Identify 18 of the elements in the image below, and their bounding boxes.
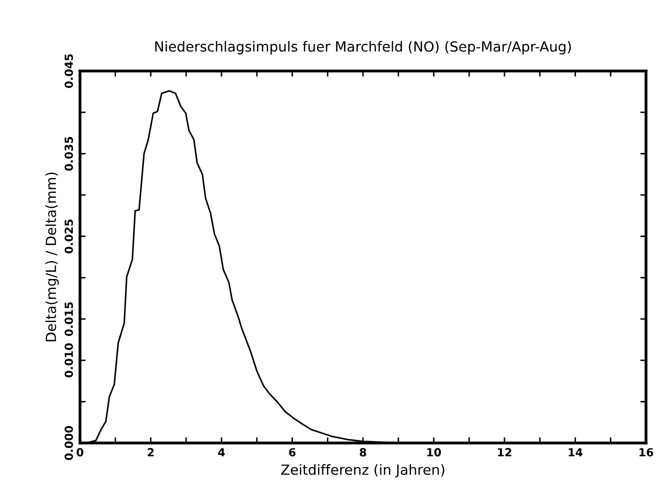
x-tick-label: 6 bbox=[289, 448, 296, 456]
x-tick-label: 4 bbox=[218, 448, 225, 456]
x-tick-label: 14 bbox=[568, 448, 582, 456]
y-axis-title: Delta(mg/L) / Delta(mm) bbox=[45, 172, 59, 342]
x-tick-label: 16 bbox=[640, 448, 654, 456]
y-tick-label: 0.035 bbox=[64, 136, 73, 171]
y-tick-label: 0.025 bbox=[64, 220, 73, 254]
y-tick-label: 0.045 bbox=[64, 54, 73, 88]
chart-title: Niederschlagsimpuls fuer Marchfeld (NO) (Sep-Mar/Apr-Aug) bbox=[155, 41, 571, 54]
x-tick-label: 2 bbox=[148, 448, 154, 456]
y-tick-label: 0.010 bbox=[64, 343, 73, 378]
x-tick-label: 10 bbox=[427, 448, 441, 456]
y-tick-label: 0.015 bbox=[64, 302, 73, 336]
x-tick-label: 0 bbox=[76, 448, 84, 456]
x-axis-title: Zeitdifferenz (in Jahren) bbox=[281, 464, 444, 478]
x-tick-label: 8 bbox=[360, 448, 366, 456]
x-tick-label: 12 bbox=[498, 448, 512, 456]
y-tick-label: 0.000 bbox=[64, 426, 73, 460]
